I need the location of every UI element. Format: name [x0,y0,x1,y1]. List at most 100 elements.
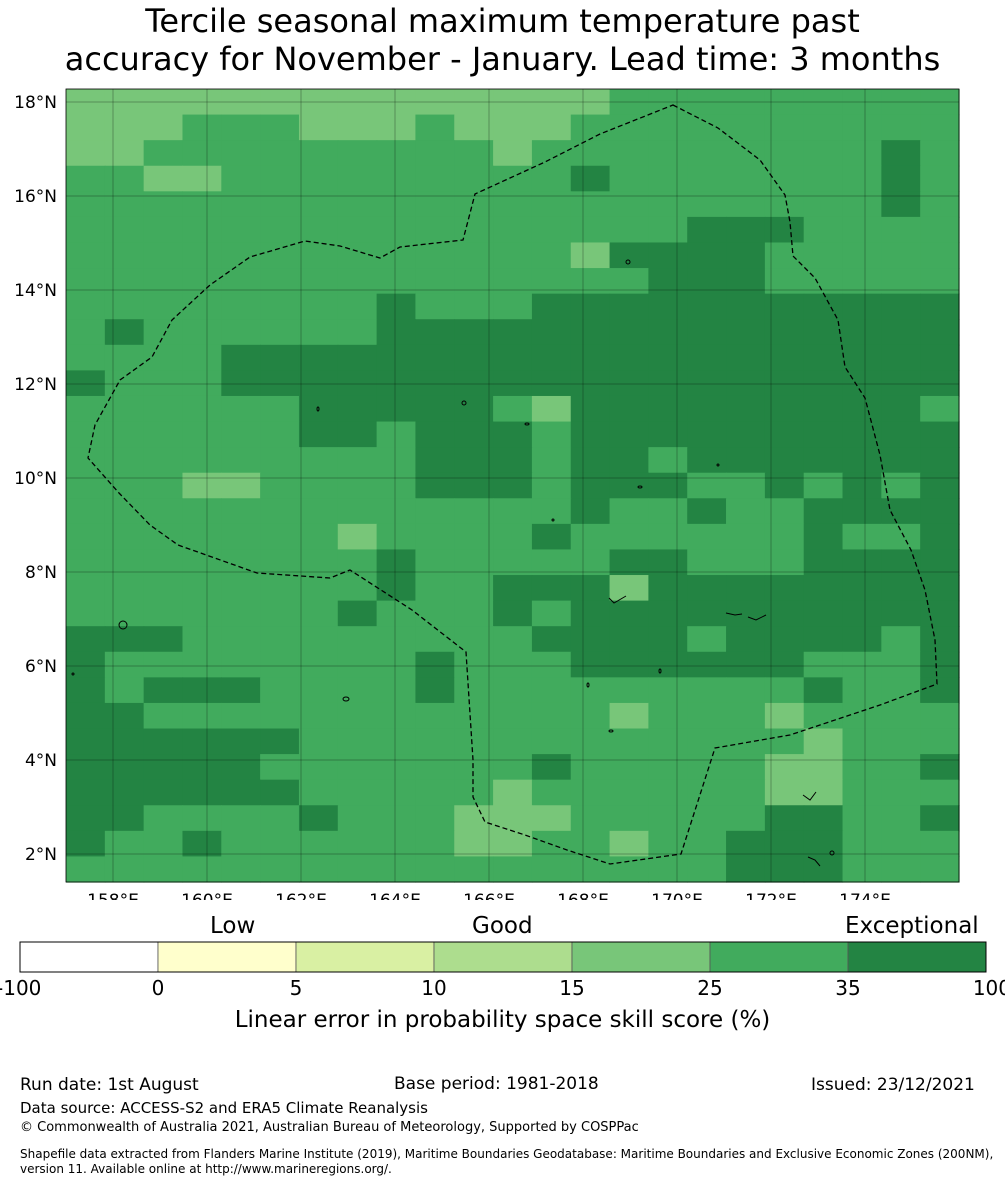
grid-cell [454,140,494,167]
grid-cell [842,421,882,448]
grid-cell [609,702,649,730]
grid-cell [842,370,882,397]
grid-cell [726,856,766,883]
island [802,791,817,801]
grid-cell [531,523,572,551]
grid-cell [570,702,611,730]
grid-cell [104,702,145,730]
grid-cell [570,856,611,883]
grid-cell [764,549,805,576]
grid-cell [920,702,960,730]
grid-cell [764,370,805,397]
grid-cell [104,319,145,346]
grid-cell [881,677,921,704]
grid-cell [143,523,184,551]
grid-cell [803,293,844,320]
grid-cell [764,754,805,781]
grid-cell [260,89,300,116]
grid-cell [260,523,300,551]
longitude-label: 166°E [463,891,515,900]
grid-cell [415,523,455,551]
grid-cell [920,319,960,346]
grid-cell [454,677,494,704]
grid-cell [726,575,766,602]
grid-cell [454,651,494,678]
grid-cell [648,856,688,883]
grid-cell [182,805,222,832]
colorbar-segment [157,941,297,973]
grid-cell [415,549,455,576]
grid-cell [803,268,844,295]
grid-cell [260,651,300,678]
grid-cell [260,370,300,397]
grid-cell [143,447,184,474]
grid-cell [298,754,339,781]
grid-cell [726,165,766,192]
grid-cell [221,651,261,678]
longitude-label: 158°E [87,891,139,900]
grid-cell [221,830,261,858]
grid-cell [337,165,378,192]
grid-cell [687,89,727,116]
longitude-label: 174°E [839,891,891,900]
grid-cell [764,344,805,371]
grid-cell [337,549,378,576]
grid-cell [454,728,494,755]
grid-cell [376,472,417,499]
grid-cell [570,421,611,448]
grid-cell [182,754,222,781]
grid-cell [920,575,960,602]
grid-cell [221,472,261,499]
grid-cell [842,549,882,576]
grid-cell [687,395,727,423]
grid-cell [415,395,455,423]
grid-cell [609,242,649,269]
grid-cell [454,600,494,627]
grid-cell [726,421,766,448]
grid-cell [493,779,533,806]
grid-cell [221,395,261,423]
grid-cell [493,626,533,653]
grid-cell [687,242,727,269]
grid-cell [881,395,921,423]
grid-cell [298,728,339,755]
grid-cell [260,395,300,423]
grid-cell [687,165,727,192]
issued-date: Issued: 23/12/2021 [811,1075,975,1095]
grid-cell [143,140,184,167]
grid-cell [104,447,145,474]
grid-cell [764,575,805,602]
grid-cell [337,856,378,883]
grid-cell [182,523,222,551]
grid-cell [687,140,727,167]
grid-cell [454,626,494,653]
grid-cell [337,626,378,653]
grid-cell [143,498,184,525]
grid-cell [66,702,106,730]
grid-cell [260,754,300,781]
grid-cell [881,421,921,448]
grid-cell [143,395,184,423]
grid-cell [920,498,960,525]
grid-cell [803,600,844,627]
grid-cell [66,830,106,858]
grid-cell [376,856,417,883]
grid-cell [609,89,649,116]
island [118,620,128,630]
grid-cell [415,216,455,244]
grid-cell [337,728,378,755]
grid-cell [376,191,417,218]
grid-cell [570,600,611,627]
grid-cell [531,370,572,397]
grid-cell [337,523,378,551]
grid-cell [570,319,611,346]
grid-cell [881,626,921,653]
grid-cell [803,575,844,602]
grid-cell [648,498,688,525]
grid-cell [764,268,805,295]
grid-cell [182,447,222,474]
grid-cell [143,830,184,858]
grid-cell [764,651,805,678]
grid-cell [920,89,960,116]
grid-cell [104,293,145,320]
